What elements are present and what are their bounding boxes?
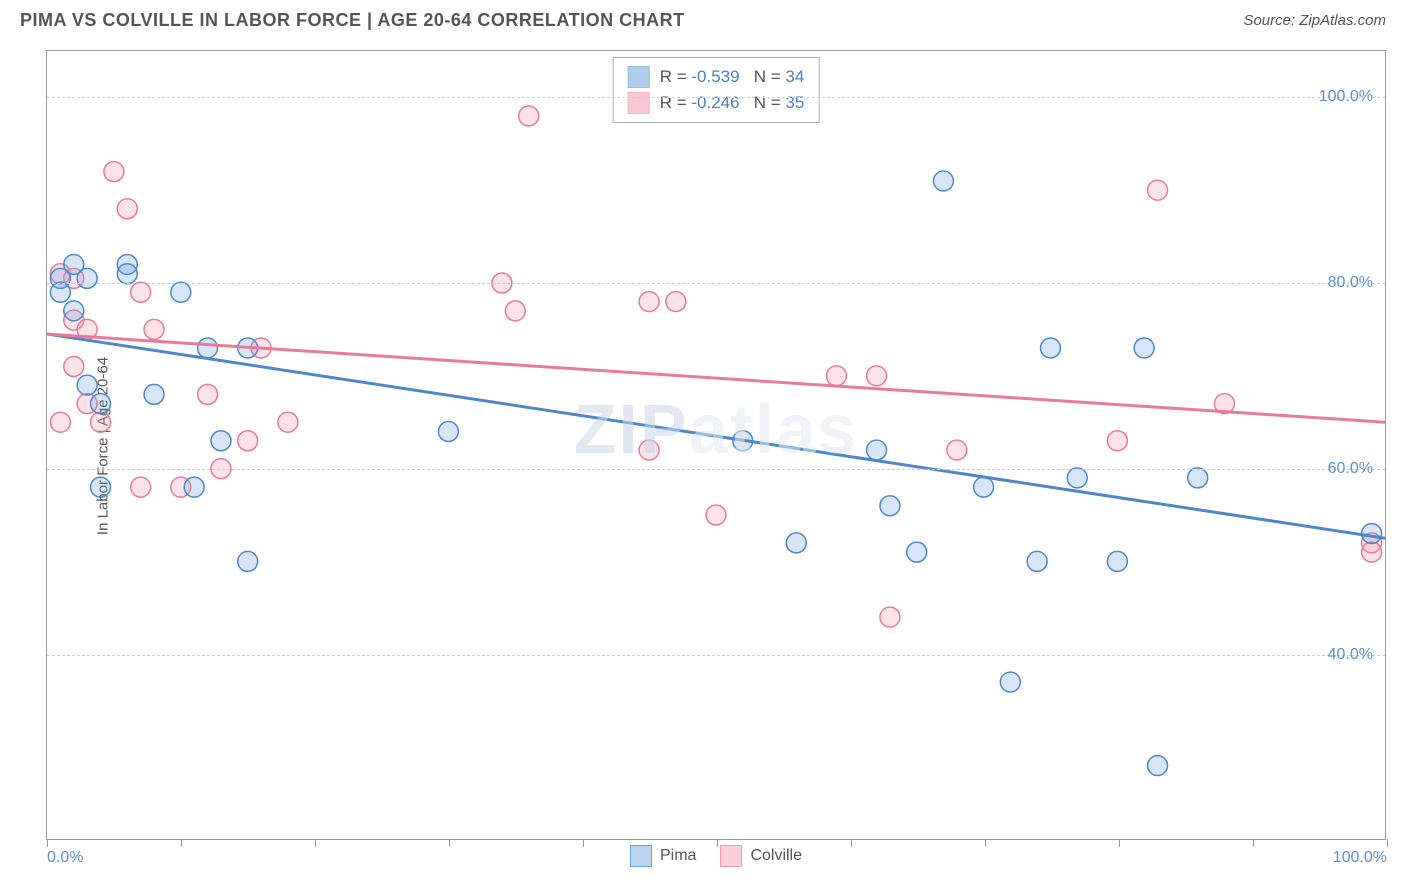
data-point [880,496,900,516]
data-point [666,292,686,312]
x-tick [985,839,986,847]
data-point [1027,551,1047,571]
data-point [947,440,967,460]
x-tick-label: 100.0% [1333,849,1387,867]
data-point [117,264,137,284]
gridline [47,283,1385,284]
data-point [278,412,298,432]
data-point [1362,542,1382,562]
data-point [1041,338,1061,358]
data-point [91,412,111,432]
data-point [171,282,191,302]
data-point [144,384,164,404]
data-point [64,357,84,377]
legend-row-pima: R = -0.539 N = 34 [628,64,805,90]
x-tick [1387,839,1388,847]
x-tick [717,839,718,847]
data-point [826,366,846,386]
data-point [198,384,218,404]
pima-swatch-icon [630,845,652,867]
data-point [639,440,659,460]
x-tick [583,839,584,847]
x-tick [315,839,316,847]
data-point [933,171,953,191]
data-point [1134,338,1154,358]
data-point [1067,468,1087,488]
y-tick-label: 60.0% [1328,460,1373,478]
data-point [505,301,525,321]
data-point [131,282,151,302]
data-point [77,268,97,288]
x-tick-label: 0.0% [47,849,83,867]
scatter-plot [47,51,1385,840]
data-point [184,477,204,497]
data-point [1362,524,1382,544]
gridline [47,97,1385,98]
data-point [1188,468,1208,488]
pima-swatch [628,66,650,88]
data-point [104,162,124,182]
data-point [438,422,458,442]
legend-item-pima: Pima [630,845,696,867]
x-tick [851,839,852,847]
x-tick [181,839,182,847]
data-point [131,477,151,497]
data-point [880,607,900,627]
y-tick-label: 80.0% [1328,274,1373,292]
colville-swatch [628,92,650,114]
x-tick [1119,839,1120,847]
legend-item-colville: Colville [720,845,802,867]
data-point [1107,551,1127,571]
source-label: Source: ZipAtlas.com [1243,12,1386,29]
data-point [91,394,111,414]
trend-line [47,334,1385,422]
x-tick [47,839,48,847]
gridline [47,469,1385,470]
data-point [867,366,887,386]
colville-swatch-icon [720,845,742,867]
series-legend: Pima Colville [630,845,802,867]
data-point [786,533,806,553]
data-point [211,431,231,451]
data-point [64,301,84,321]
x-tick [449,839,450,847]
chart-area: ZIPatlas R = -0.539 N = 34 R = -0.246 N … [46,50,1386,840]
data-point [974,477,994,497]
data-point [1148,756,1168,776]
data-point [1148,180,1168,200]
legend-row-colville: R = -0.246 N = 35 [628,90,805,116]
data-point [198,338,218,358]
data-point [91,477,111,497]
page-title: PIMA VS COLVILLE IN LABOR FORCE | AGE 20… [20,10,685,31]
data-point [117,199,137,219]
data-point [144,319,164,339]
y-tick-label: 100.0% [1319,88,1373,106]
data-point [519,106,539,126]
data-point [238,551,258,571]
data-point [50,282,70,302]
data-point [1107,431,1127,451]
data-point [639,292,659,312]
correlation-legend: R = -0.539 N = 34 R = -0.246 N = 35 [613,57,820,123]
x-tick [1253,839,1254,847]
y-tick-label: 40.0% [1328,646,1373,664]
data-point [1000,672,1020,692]
data-point [50,412,70,432]
data-point [867,440,887,460]
data-point [77,375,97,395]
data-point [706,505,726,525]
data-point [907,542,927,562]
data-point [238,431,258,451]
gridline [47,655,1385,656]
